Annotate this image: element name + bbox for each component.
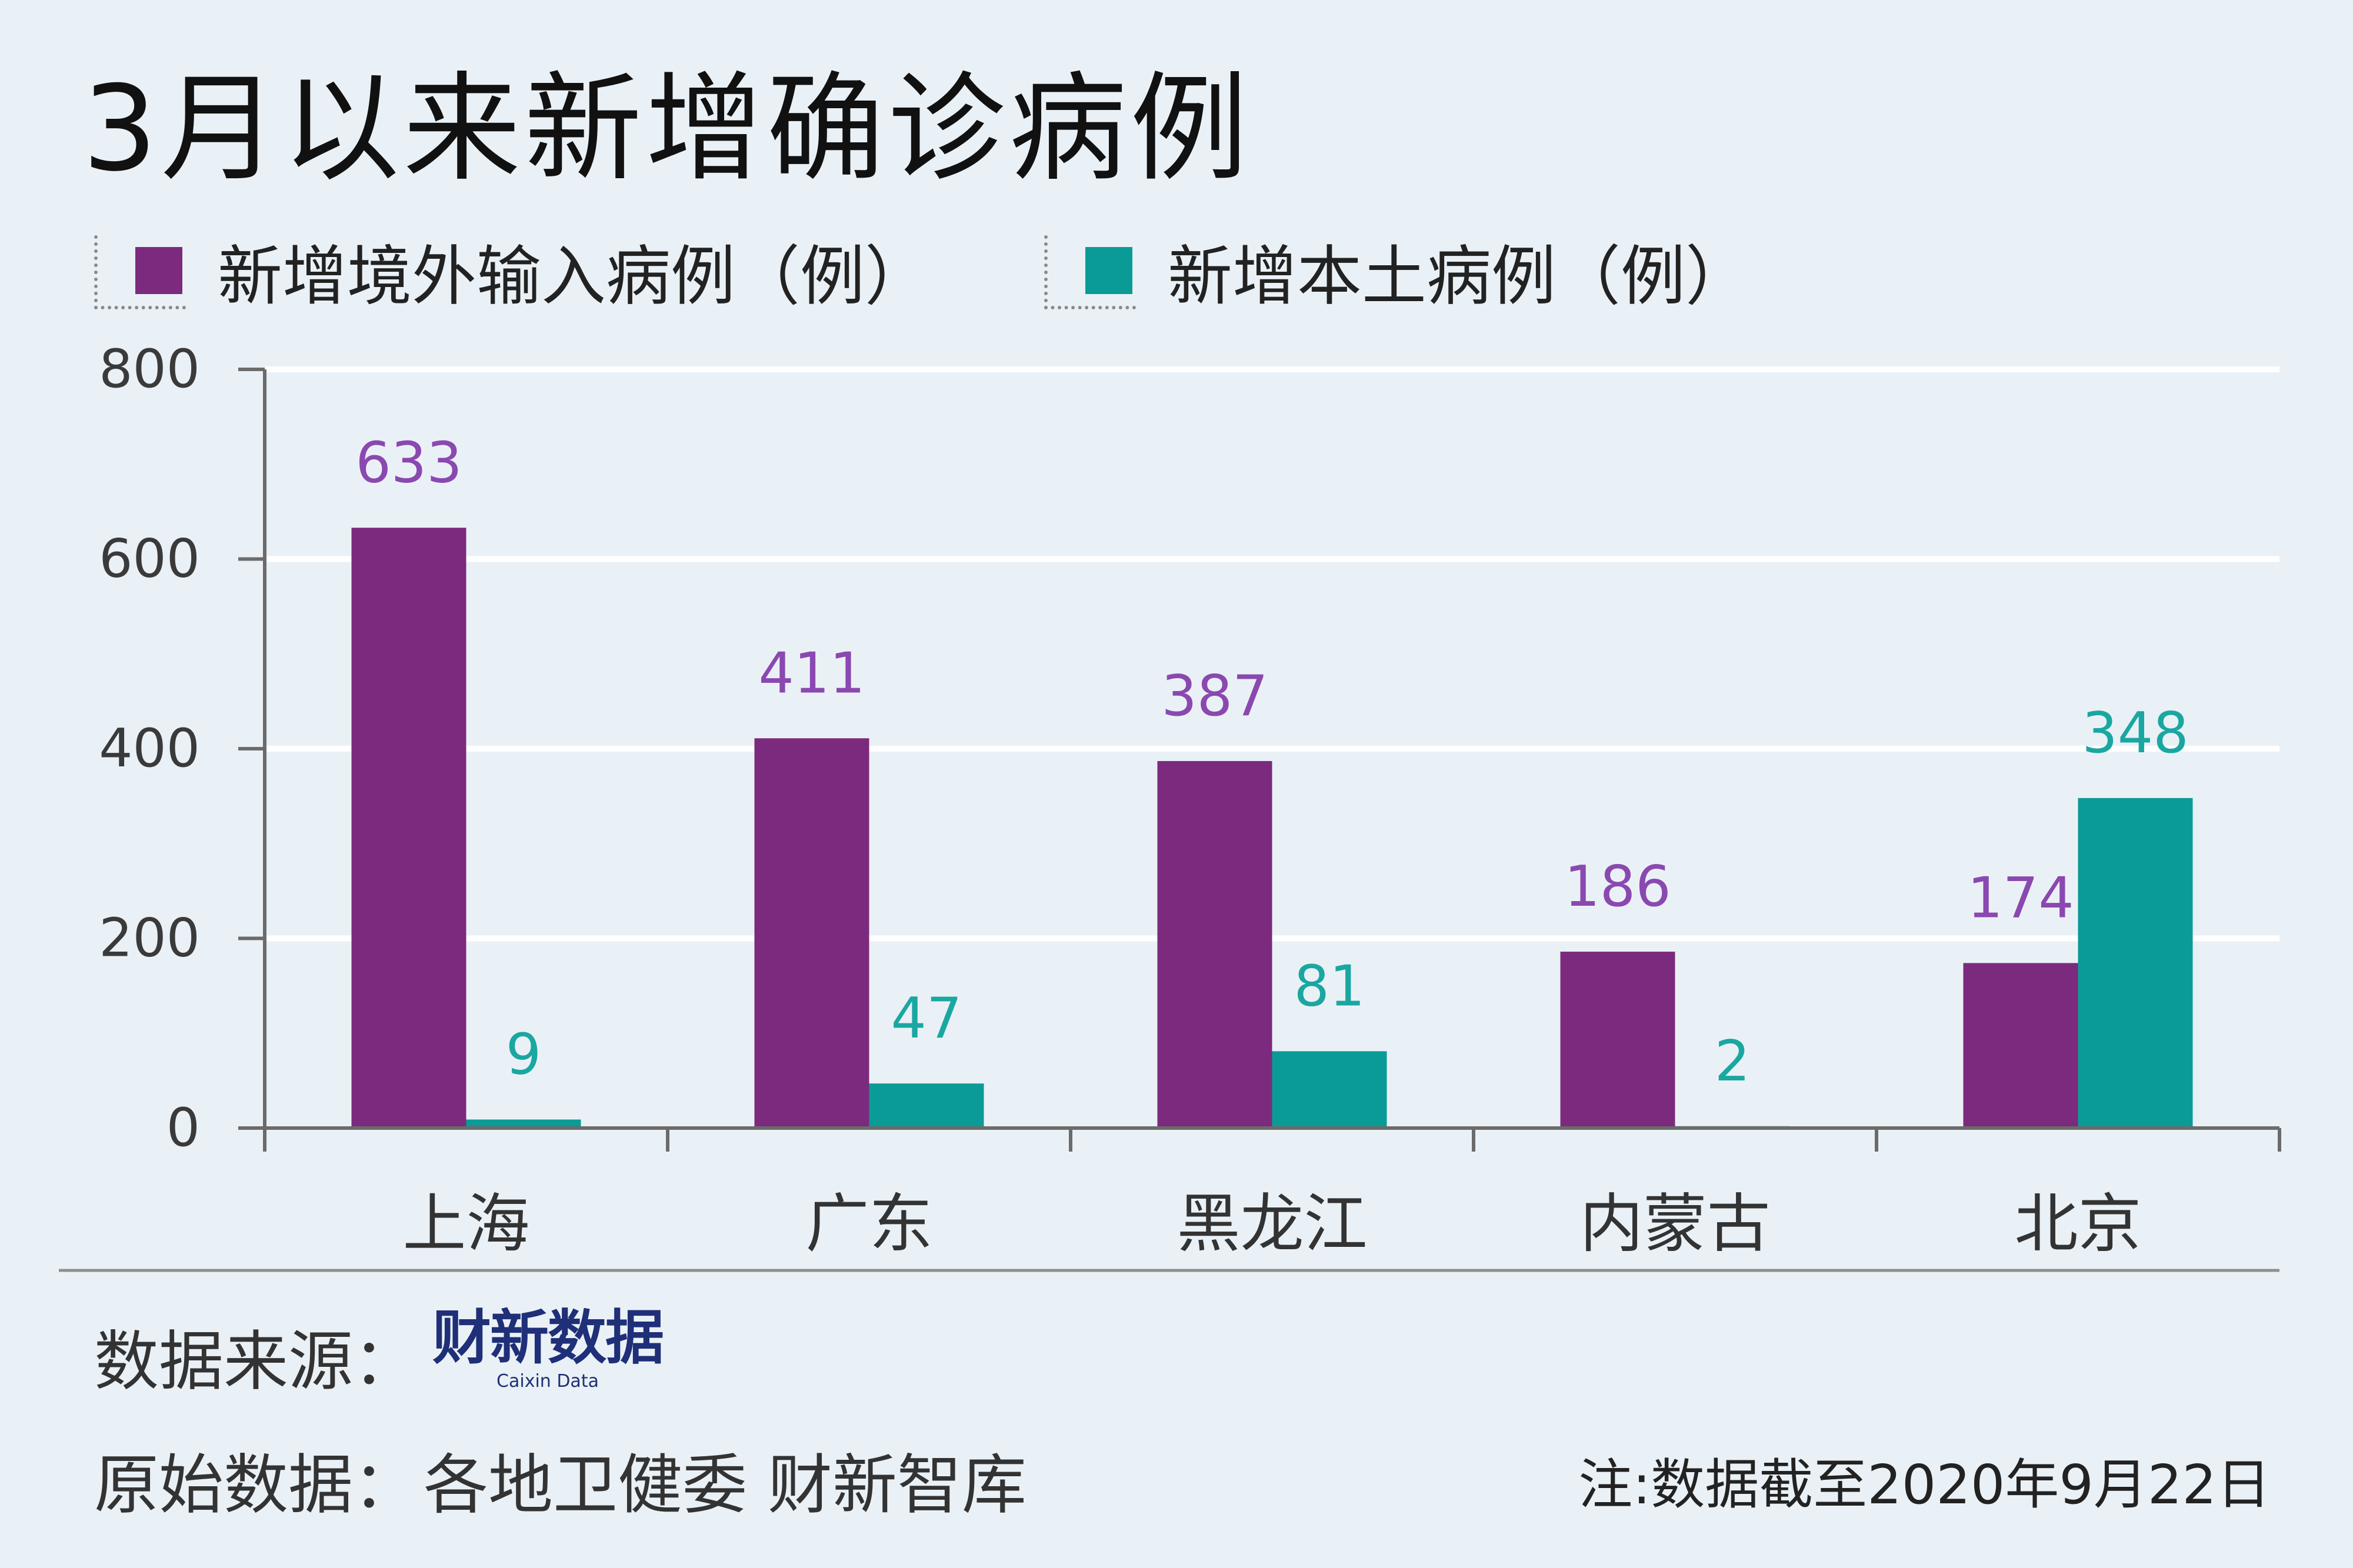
x-tick-label: 广东 xyxy=(805,1187,932,1261)
legend-label-local: 新增本土病例（例） xyxy=(1168,239,1750,314)
caixin-data-logo: 财新数据 Caixin Data xyxy=(432,1303,664,1392)
bar xyxy=(466,1119,581,1128)
bars xyxy=(351,528,2193,1128)
legend-label-imported: 新增境外输入病例（例） xyxy=(218,239,929,314)
y-tick-label: 800 xyxy=(99,338,200,400)
legend-swatch-imported xyxy=(135,247,182,294)
axes xyxy=(59,368,2281,1272)
source-label: 数据来源： xyxy=(94,1324,418,1399)
data-note: 注:数据截至2020年9月22日 xyxy=(1578,1453,2271,1516)
bar xyxy=(351,528,466,1128)
x-tick-label: 北京 xyxy=(2014,1187,2141,1261)
bar xyxy=(869,1083,984,1128)
bar xyxy=(2078,798,2193,1128)
legend-item-imported: 新增境外输入病例（例） xyxy=(94,229,929,314)
legend-bracket xyxy=(1044,235,1136,309)
bar xyxy=(1272,1051,1387,1128)
bar xyxy=(754,738,869,1128)
x-tick-label: 黑龙江 xyxy=(1176,1187,1367,1261)
data-label: 9 xyxy=(506,1022,541,1087)
data-label: 348 xyxy=(2082,701,2188,766)
legend-swatch-local xyxy=(1085,247,1132,294)
logo-text: 财新数据 xyxy=(432,1303,664,1372)
bar xyxy=(1157,760,1272,1128)
logo-subtext: Caixin Data xyxy=(496,1371,599,1392)
bar xyxy=(1560,952,1675,1128)
data-label: 387 xyxy=(1161,664,1268,729)
y-tick-label: 600 xyxy=(99,528,200,590)
x-tick-label: 上海 xyxy=(402,1187,529,1261)
origin-label: 原始数据： xyxy=(94,1447,418,1523)
labels: 0 200 400 600 800 633 9 上海 411 47 广东 387 81 黑龙江 186 2 内蒙… xyxy=(99,338,2188,1261)
data-label: 633 xyxy=(355,431,462,495)
origin-value: 各地卫健委 财新智库 xyxy=(424,1447,1026,1523)
y-tick-label: 0 xyxy=(166,1097,200,1159)
data-label: 2 xyxy=(1715,1029,1750,1094)
bar xyxy=(1963,963,2078,1128)
chart-title: 3月以来新增确诊病例 xyxy=(82,61,1252,198)
data-label: 411 xyxy=(758,641,865,706)
y-tick-label: 400 xyxy=(99,718,200,779)
y-tick-label: 200 xyxy=(99,908,200,969)
x-tick-label: 内蒙古 xyxy=(1579,1187,1770,1261)
legend-bracket xyxy=(94,235,186,309)
legend-item-local: 新增本土病例（例） xyxy=(1044,229,1750,314)
data-label: 47 xyxy=(891,986,962,1051)
data-label: 186 xyxy=(1564,855,1671,919)
data-label: 81 xyxy=(1294,954,1365,1019)
data-label: 174 xyxy=(1967,866,2074,930)
